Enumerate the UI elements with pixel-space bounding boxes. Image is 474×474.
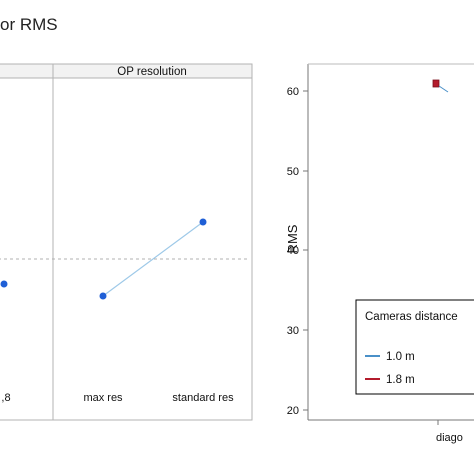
y-tick-label-60: 60 [287, 86, 299, 98]
left-panel-frame [0, 63, 253, 421]
legend-title: Cameras distance [365, 311, 458, 323]
facet-header-bar [0, 63, 253, 79]
data-point-standard-res [199, 218, 207, 226]
data-point-facet1 [0, 280, 8, 288]
x-tick-label-diago: diago [436, 432, 463, 444]
x-tick-label-facet1: ,8 [1, 392, 10, 404]
right-panel: 60 50 40 30 20 RMS diago Cameras distanc… [285, 63, 474, 444]
y-axis-label: RMS [285, 224, 300, 253]
y-tick-label-50: 50 [287, 166, 299, 178]
x-tick-label-max-res: max res [83, 392, 123, 404]
left-panel: OP resolution ,8 max res standard res [0, 63, 253, 421]
legend-box [355, 299, 474, 395]
y-tick-label-40: 40 [287, 245, 299, 257]
y-tick-label-20: 20 [287, 405, 299, 417]
legend-label-1.0m: 1.0 m [386, 351, 415, 363]
chart-title: or RMS [0, 15, 58, 34]
resolution-connecting-line [102, 221, 204, 297]
facet-title: OP resolution [117, 66, 186, 78]
series-line-1.0m [438, 85, 449, 93]
x-tick-label-standard-res: standard res [172, 392, 234, 404]
legend: Cameras distance 1.0 m 1.8 m [355, 299, 474, 395]
data-point-max-res [99, 292, 107, 300]
y-tick-label-30: 30 [287, 325, 299, 337]
data-point-1.8m [432, 79, 440, 88]
legend-label-1.8m: 1.8 m [386, 374, 415, 386]
